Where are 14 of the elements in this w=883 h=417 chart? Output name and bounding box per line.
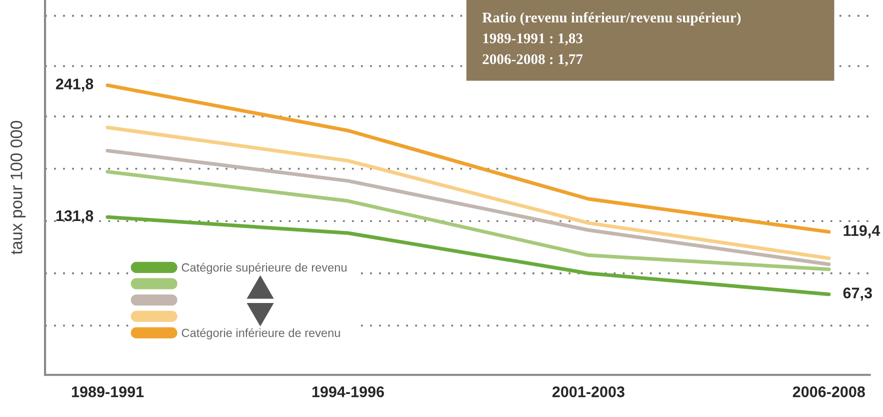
annotation: 2006-2008 : 1,77 <box>482 54 583 66</box>
data-label: 119,4 <box>844 225 880 238</box>
y-axis-title: taux pour 100 000 <box>10 120 26 254</box>
annotation: 1989-1991 : 1,83 <box>483 33 582 46</box>
legend-label: Catégorie inférieure de revenu <box>182 328 340 340</box>
x-tick-label: 2006-2008 <box>792 386 865 398</box>
x-tick-label: 1994-1996 <box>312 386 384 398</box>
data-label: 67,3 <box>843 288 872 301</box>
data-label: 131,8 <box>56 210 94 224</box>
x-tick-label: 2001-2003 <box>552 386 624 398</box>
legend-label: Catégorie supérieure de revenu <box>182 262 346 274</box>
x-tick-label: 1989-1991 <box>72 386 144 398</box>
data-label: 241,8 <box>56 78 94 92</box>
annotation: Ratio (revenu inférieur/revenu supérieur) <box>482 12 741 26</box>
